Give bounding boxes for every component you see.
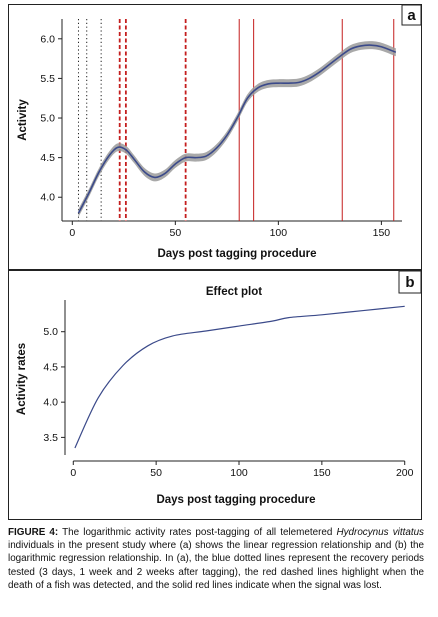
x-tick-label: 150	[373, 227, 391, 239]
x-tick-label: 50	[150, 467, 162, 479]
x-axis-label: Days post tagging procedure	[156, 494, 315, 506]
caption-species-name: Hydrocynus vittatus	[336, 527, 424, 538]
x-tick-label: 100	[230, 467, 248, 479]
y-tick-label: 4.5	[43, 361, 58, 373]
caption-label: FIGURE 4:	[8, 527, 59, 538]
y-tick-label: 3.5	[43, 432, 58, 444]
panel-letter-a: a	[407, 7, 416, 24]
panel-letter-box	[398, 271, 421, 294]
activity-line-chart: a Activity Days post tagging procedure 4…	[17, 5, 421, 260]
y-tick-label: 5.0	[43, 326, 58, 338]
y-axis-label: Activity	[17, 99, 29, 141]
y-tick-label: 5.5	[40, 73, 55, 85]
figure-caption: FIGURE 4: The logarithmic activity rates…	[8, 526, 424, 592]
series-line	[74, 305, 405, 449]
y-axis-label: Activity rates	[16, 343, 28, 415]
caption-text-part-2: individuals in the present study where (…	[8, 540, 424, 591]
effect-line-chart: b Effect plot Activity rates Days post t…	[16, 271, 421, 506]
x-tick-label: 200	[396, 467, 414, 479]
y-tick-label: 5.0	[40, 113, 55, 125]
y-tick-label: 4.0	[43, 397, 58, 409]
x-axis-label: Days post tagging procedure	[157, 248, 316, 260]
caption-text-part-1: The logarithmic activity rates post-tagg…	[58, 527, 333, 538]
series-line	[77, 44, 397, 214]
y-tick-label: 4.0	[40, 192, 55, 204]
figure-panel-a: a Activity Days post tagging procedure 4…	[8, 4, 422, 270]
x-tick-label: 50	[169, 227, 181, 239]
y-tick-label: 4.5	[40, 152, 55, 164]
panel-letter-b: b	[405, 274, 414, 291]
x-tick-label: 0	[70, 467, 76, 479]
figure-panel-b: b Effect plot Activity rates Days post t…	[8, 270, 422, 520]
x-tick-label: 0	[69, 227, 75, 239]
y-tick-label: 6.0	[40, 33, 55, 45]
x-tick-label: 150	[313, 467, 331, 479]
x-tick-label: 100	[270, 227, 288, 239]
panel-letter-box	[401, 5, 421, 26]
plot-title: Effect plot	[206, 286, 262, 298]
